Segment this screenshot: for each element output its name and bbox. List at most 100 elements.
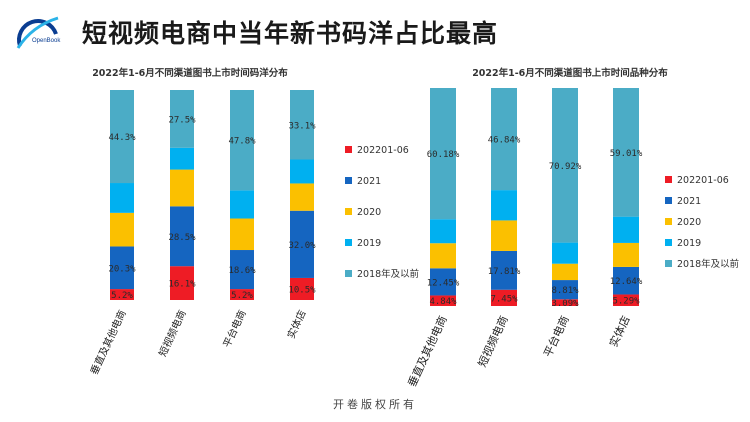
bar-segment-3 xyxy=(613,216,639,243)
logo-arc-icon xyxy=(17,19,58,47)
page-title: 短视频电商中当年新书码洋占比最高 xyxy=(82,19,499,48)
legend-swatch xyxy=(665,176,672,183)
data-label: 16.1% xyxy=(168,280,196,290)
logo-text: OpenBook xyxy=(32,38,61,44)
category-tick-label: 平台电商 xyxy=(540,313,571,359)
bar-segment-1 xyxy=(552,280,578,300)
bar-segment-2 xyxy=(110,212,134,247)
bar-segment-0 xyxy=(290,277,314,300)
legend-swatch xyxy=(345,177,352,184)
chart-panel-titles: 2022年1-6月不同渠道图书上市时间品种分布 4.84% 12.45% 60.18%… xyxy=(375,62,750,389)
legend-label: 202201-06 xyxy=(677,175,729,186)
bar-segment-2 xyxy=(290,183,314,211)
data-label: 5.29% xyxy=(612,297,640,307)
legend-label: 2020 xyxy=(677,217,701,228)
bar-segment-2 xyxy=(552,263,578,281)
category-tick-label: 实体店 xyxy=(606,313,633,349)
bar-segment-2 xyxy=(491,220,517,251)
legend-swatch xyxy=(665,197,672,204)
data-label: 33.1% xyxy=(288,121,316,131)
legend-swatch xyxy=(665,239,672,246)
bar-segment-1 xyxy=(491,250,517,290)
chart-title-distribution: 2022年1-6月不同渠道图书上市时间品种分布 4.84% 12.45% 60.18%… xyxy=(404,67,739,389)
bar-segment-1 xyxy=(230,250,254,290)
footer-copyright: 开卷版权所有 xyxy=(333,398,417,411)
category-tick-label: 垂直及其他电商 xyxy=(404,313,449,389)
legend-label: 2019 xyxy=(357,238,381,249)
chart-panel-value: 2022年1-6月不同渠道图书上市时间码洋分布 5.2% 20.3% 44.3% 垂直及… xyxy=(0,62,419,382)
category-tick-label: 短视频电商 xyxy=(156,308,189,359)
data-label: 20.3% xyxy=(108,264,136,274)
legend-label: 2019 xyxy=(677,238,701,249)
bar-segment-0 xyxy=(110,289,134,300)
bar-segment-3 xyxy=(170,147,194,170)
data-label: 10.5% xyxy=(288,285,316,295)
data-label: 28.5% xyxy=(168,233,196,243)
data-label: 12.64% xyxy=(610,277,643,287)
data-label: 5.2% xyxy=(111,291,133,301)
chart-title: 2022年1-6月不同渠道图书上市时间品种分布 xyxy=(472,67,668,79)
chart-value-distribution: 2022年1-6月不同渠道图书上市时间码洋分布 5.2% 20.3% 44.3% 垂直及… xyxy=(87,67,419,377)
bar-segment-1 xyxy=(613,266,639,295)
bar-segment-4 xyxy=(552,88,578,243)
bar-segment-4 xyxy=(613,88,639,217)
bar-segment-0 xyxy=(230,289,254,300)
data-label: 12.45% xyxy=(427,278,460,288)
data-label: 47.8% xyxy=(228,137,256,147)
bar-segment-2 xyxy=(430,243,456,269)
bar-segment-3 xyxy=(290,159,314,184)
bar-segment-0 xyxy=(430,295,456,306)
legend-swatch xyxy=(345,239,352,246)
bar-segment-3 xyxy=(110,183,134,213)
category-tick-label: 短视频电商 xyxy=(475,313,511,369)
bar-segment-3 xyxy=(552,242,578,264)
legend-swatch xyxy=(665,218,672,225)
legend-label: 202201-06 xyxy=(357,145,409,156)
bar-segment-4 xyxy=(290,90,314,160)
category-tick-label: 平台电商 xyxy=(220,308,249,350)
data-label: 5.2% xyxy=(231,291,253,301)
bar-segment-1 xyxy=(430,268,456,296)
data-label: 32.0% xyxy=(288,241,316,251)
bar-segment-3 xyxy=(430,219,456,244)
chart-title: 2022年1-6月不同渠道图书上市时间码洋分布 xyxy=(92,67,288,79)
data-label: 7.45% xyxy=(490,294,518,304)
bar-segment-1 xyxy=(110,246,134,290)
bar-segment-0 xyxy=(170,266,194,300)
legend-swatch xyxy=(345,270,352,277)
bar-segment-4 xyxy=(491,88,517,191)
bar-segment-0 xyxy=(552,299,578,306)
data-label: 8.81% xyxy=(551,286,579,296)
data-label: 27.5% xyxy=(168,115,196,125)
data-label: 60.18% xyxy=(427,150,460,160)
legend-swatch xyxy=(665,260,672,267)
bar-segment-1 xyxy=(170,206,194,267)
bar-segment-4 xyxy=(170,90,194,148)
data-label: 46.84% xyxy=(488,136,521,146)
data-label: 17.81% xyxy=(488,267,521,277)
bar-segment-2 xyxy=(230,218,254,251)
logo-swoosh-icon xyxy=(16,16,59,49)
bar-segment-3 xyxy=(491,190,517,221)
data-label: 3.09% xyxy=(551,299,579,309)
bar-segment-3 xyxy=(230,190,254,219)
data-label: 70.92% xyxy=(549,162,582,172)
bar-segment-2 xyxy=(170,169,194,207)
bar-segment-2 xyxy=(613,242,639,267)
category-tick-label: 实体店 xyxy=(284,308,308,341)
bar-segment-4 xyxy=(430,88,456,220)
bar-segment-1 xyxy=(290,210,314,278)
bar-segment-0 xyxy=(491,289,517,306)
legend-swatch xyxy=(345,146,352,153)
openbook-logo: OpenBook xyxy=(16,16,61,49)
bar-segment-4 xyxy=(230,90,254,191)
data-label: 4.84% xyxy=(429,297,457,307)
data-label: 59.01% xyxy=(610,149,643,159)
legend-label: 2018年及以前 xyxy=(677,258,739,270)
bar-segment-4 xyxy=(110,90,134,184)
data-label: 18.6% xyxy=(228,266,256,276)
legend-swatch xyxy=(345,208,352,215)
category-tick-label: 垂直及其他电商 xyxy=(87,308,128,377)
legend-label: 2021 xyxy=(357,176,381,187)
legend-label: 2018年及以前 xyxy=(357,268,419,280)
